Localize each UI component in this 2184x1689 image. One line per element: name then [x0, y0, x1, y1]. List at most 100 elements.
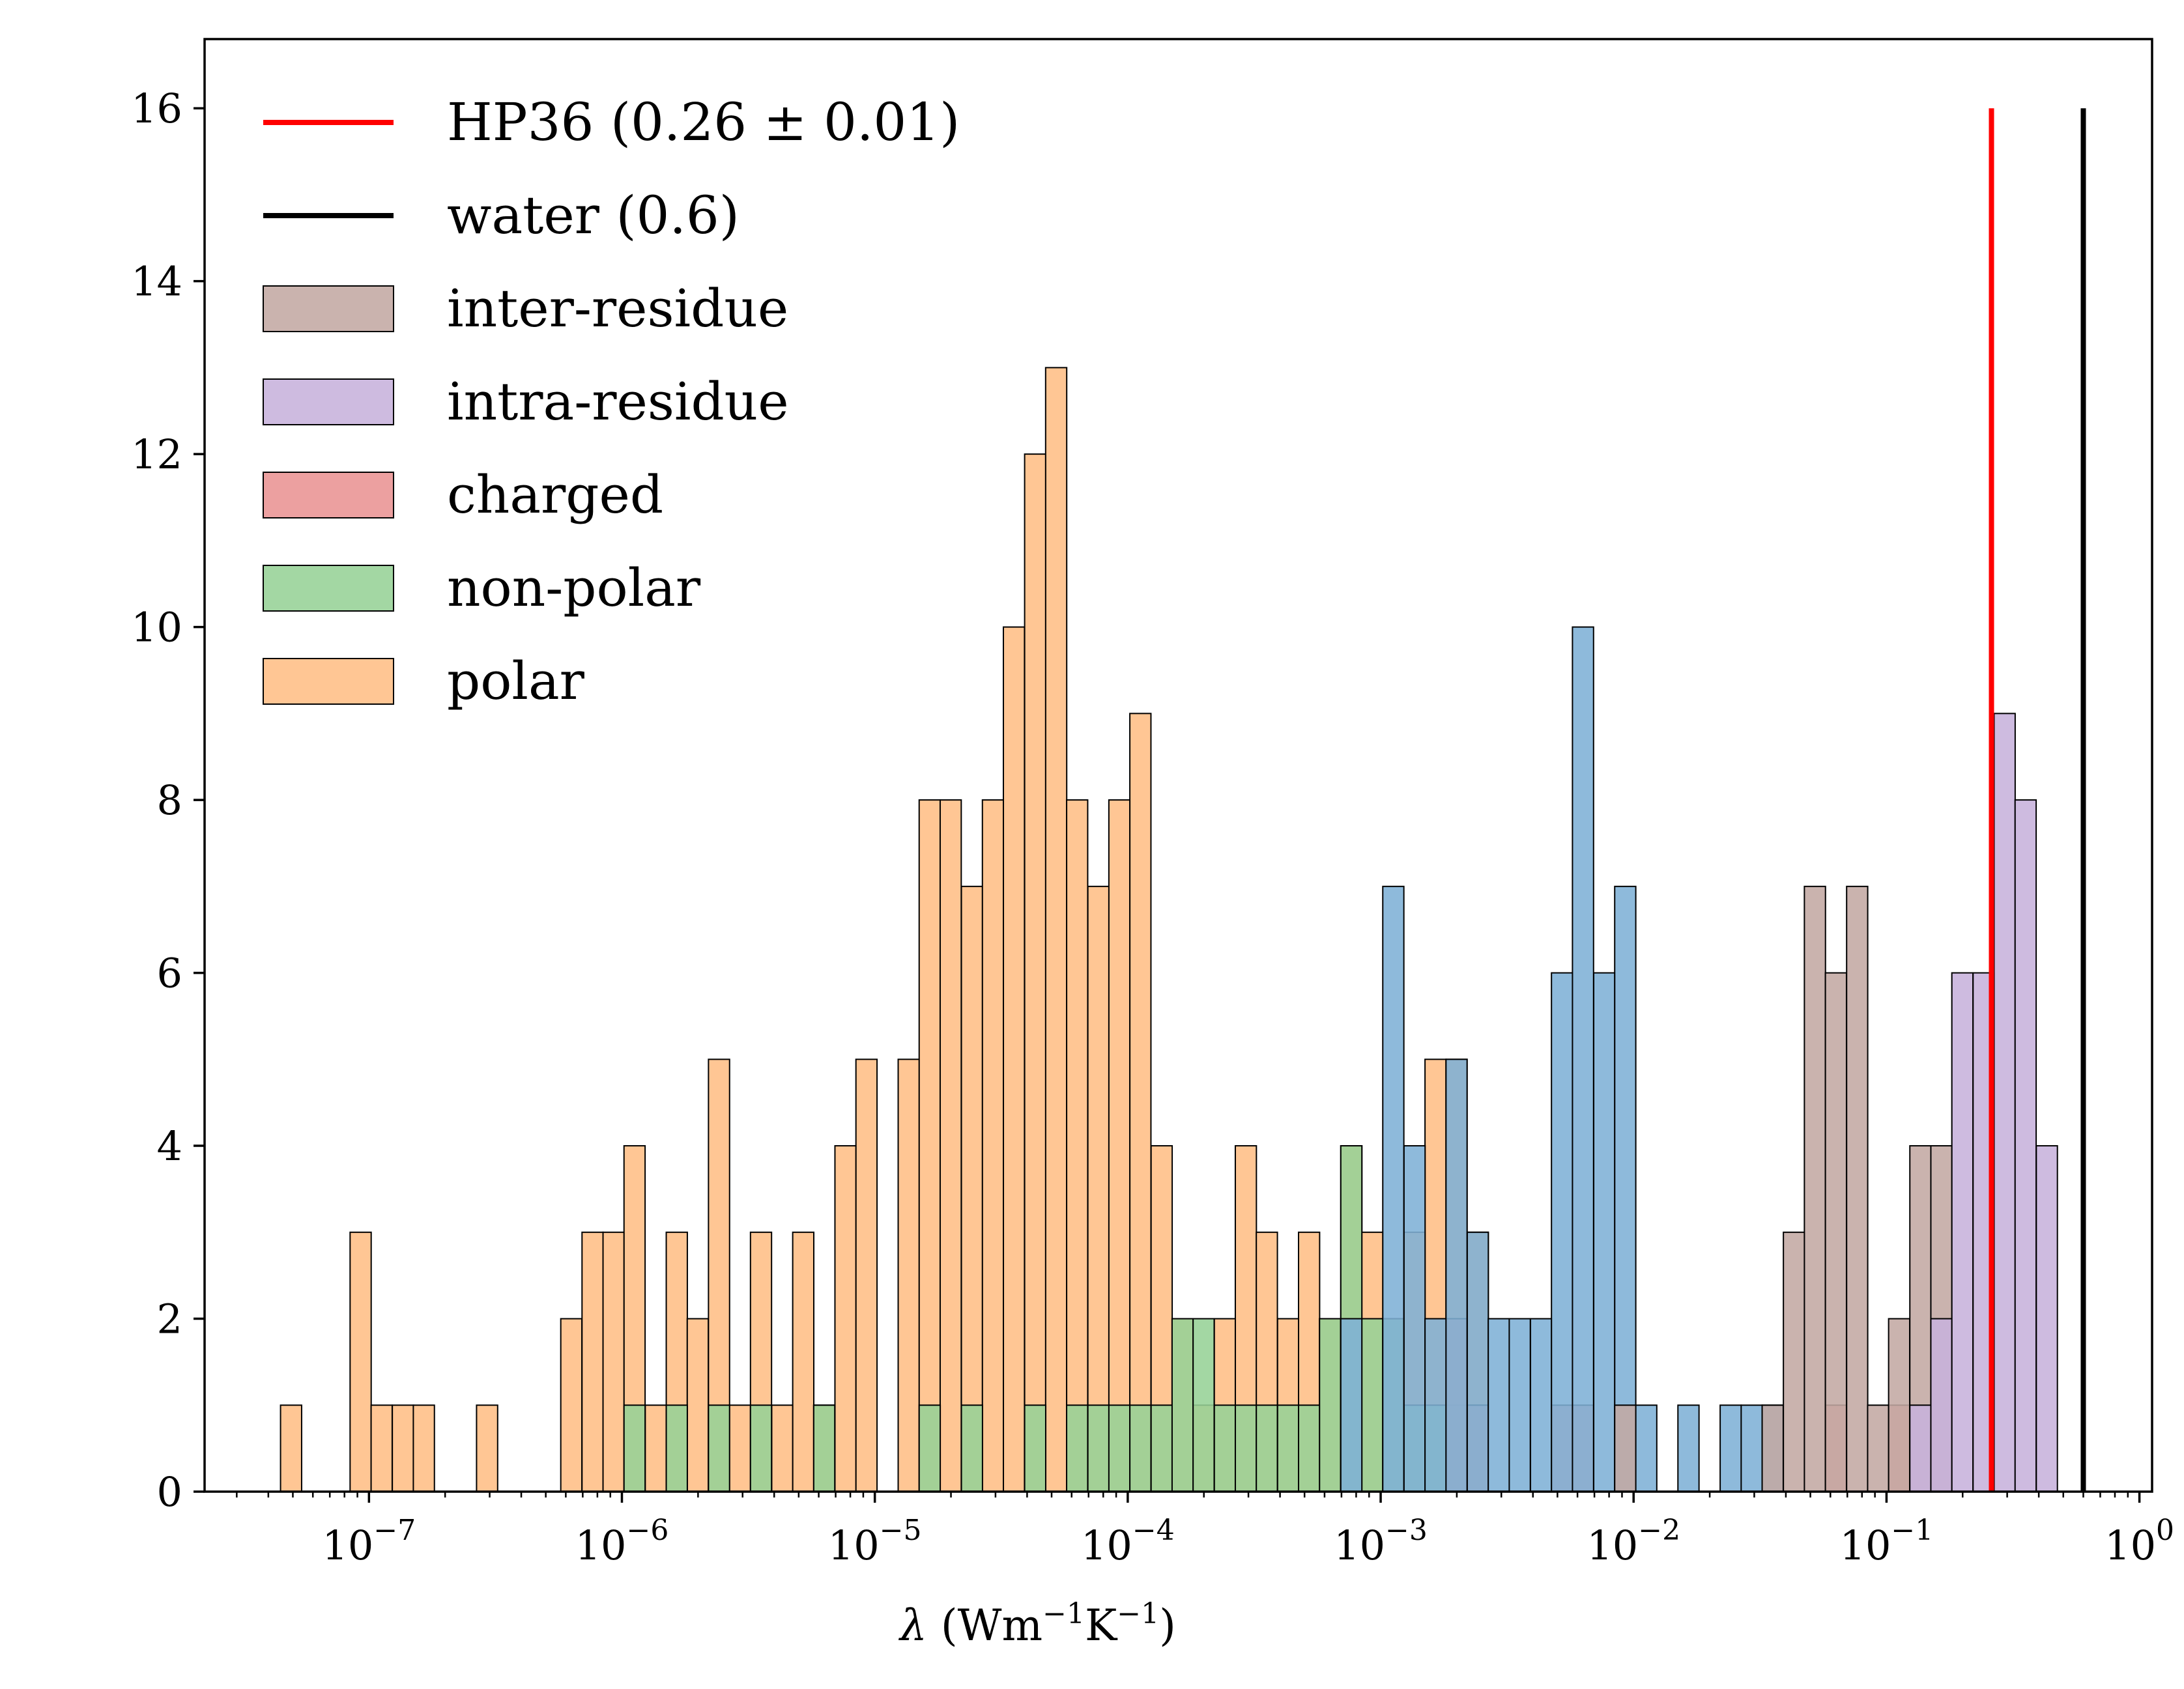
histogram-bar [981, 799, 1005, 1492]
histogram-bar [1319, 1318, 1342, 1492]
histogram-bar [1234, 1404, 1257, 1493]
histogram-bar [1466, 1231, 1489, 1493]
histogram-bar [1867, 1404, 1889, 1493]
histogram-bar [1002, 626, 1026, 1492]
y-tick-label: 14 [131, 258, 182, 305]
histogram-bar [1803, 885, 1826, 1493]
histogram-bar [623, 1404, 646, 1493]
histogram-bar [1108, 799, 1131, 1492]
y-tick-label: 12 [131, 431, 182, 478]
axes: 0 2 4 6 8 10 12 14 16 10−7 10−6 10−5 10−4 10−3 10−2 10−… [131, 38, 2174, 1569]
histogram-bar [1044, 367, 1068, 1492]
histogram-bar [1993, 713, 2016, 1492]
histogram-bar [476, 1404, 498, 1493]
histogram-bar [1087, 885, 1110, 1493]
histogram-bar [1171, 1318, 1194, 1492]
histogram-bar [1719, 1404, 1742, 1493]
histogram-bar [1635, 1404, 1658, 1493]
legend-label: polar [447, 651, 585, 711]
histogram-bar [1276, 1404, 1300, 1493]
histogram-bar [392, 1404, 414, 1493]
legend-item-non-polar: non-polar [263, 558, 701, 618]
histogram-bar [602, 1231, 625, 1493]
histogram-bar [1129, 1404, 1152, 1493]
histogram-bar [1572, 626, 1594, 1492]
x-tick-label: 10−6 [575, 1514, 669, 1569]
x-tick-label: 100 [2105, 1514, 2174, 1569]
histogram-bar [581, 1231, 604, 1493]
reference-lines [1989, 108, 2086, 1492]
histogram-bar [1298, 1404, 1321, 1493]
histogram-bar [1087, 1404, 1110, 1493]
histogram-bar [370, 1404, 393, 1493]
histogram-bar [1024, 1404, 1046, 1493]
legend-patch-swatch [263, 658, 394, 705]
legend: HP36 (0.26 ± 0.01) water (0.6) inter-resid… [263, 92, 960, 711]
histogram-bar [834, 1145, 857, 1492]
histogram-bar [1445, 1058, 1468, 1493]
y-tick-label: 6 [157, 950, 182, 997]
histogram-bar [1108, 1404, 1131, 1493]
histogram-bar [1382, 885, 1405, 1493]
histogram-bar [1192, 1318, 1215, 1492]
histogram-bar [1614, 885, 1637, 1493]
histogram-bar [1403, 1145, 1426, 1492]
x-axis-label: λ (Wm−1K−1) [898, 1597, 1176, 1651]
histogram-bar [1593, 972, 1616, 1492]
y-tick-label: 8 [157, 776, 182, 824]
histogram-bar [918, 799, 941, 1492]
histogram-bar [280, 1404, 302, 1493]
histogram-bar [1150, 1404, 1173, 1493]
legend-item-polar: polar [263, 651, 585, 711]
histogram-bar [1024, 453, 1046, 1493]
histogram-bar [1846, 885, 1869, 1493]
legend-item-charged: charged [263, 464, 663, 525]
histogram-bar [1909, 1404, 1932, 1493]
histogram-bar [2014, 799, 2037, 1492]
histogram-bar [855, 1058, 878, 1493]
series-polar [280, 367, 1489, 1493]
histogram-bar [1529, 1318, 1553, 1492]
histogram-bar [1824, 972, 1847, 1492]
histogram-bar [349, 1231, 372, 1493]
histogram-bar [812, 1404, 836, 1493]
histogram-bar [939, 799, 962, 1492]
histogram-bar [2035, 1145, 2058, 1492]
histogram-bar [1614, 1404, 1637, 1493]
y-tick-label: 4 [157, 1122, 182, 1170]
legend-label: charged [447, 464, 663, 525]
x-tick-label: 10−5 [828, 1514, 922, 1569]
legend-label: HP36 (0.26 ± 0.01) [447, 92, 960, 152]
legend-patch-swatch [263, 565, 394, 612]
histogram-bar [1256, 1404, 1278, 1493]
x-tick-label: 10−3 [1334, 1514, 1428, 1569]
legend-label: intra-residue [447, 371, 789, 432]
histogram-bar [665, 1404, 688, 1493]
y-tick-label: 0 [157, 1468, 182, 1516]
legend-label: inter-residue [447, 278, 788, 339]
histogram-bar [728, 1404, 751, 1493]
y-tick-label: 2 [157, 1296, 182, 1343]
histogram-bar [1340, 1318, 1363, 1492]
legend-patch-swatch [263, 472, 394, 518]
histogram-bar [918, 1404, 941, 1493]
histogram-bar [1951, 972, 1974, 1492]
series-inter-residue [1614, 885, 1953, 1493]
histogram-bar [1888, 1318, 1911, 1492]
series-unlabeled-3 [1340, 626, 1784, 1493]
histogram-bar [749, 1404, 773, 1493]
histogram-bar [771, 1404, 794, 1493]
legend-item-water: water (0.6) [263, 185, 740, 246]
histogram-bar [1677, 1404, 1700, 1493]
legend-label: water (0.6) [447, 185, 740, 246]
histogram-bar [1361, 1318, 1384, 1492]
histogram-bar [792, 1231, 815, 1493]
histogram-bar [1783, 1231, 1805, 1493]
x-tick-label: 10−1 [1840, 1514, 1934, 1569]
histogram-bar [960, 885, 983, 1493]
histogram-bar [960, 1404, 983, 1493]
legend-patch-swatch [263, 378, 394, 425]
y-tick-label: 16 [131, 85, 182, 132]
histogram-bar [1424, 1318, 1447, 1492]
